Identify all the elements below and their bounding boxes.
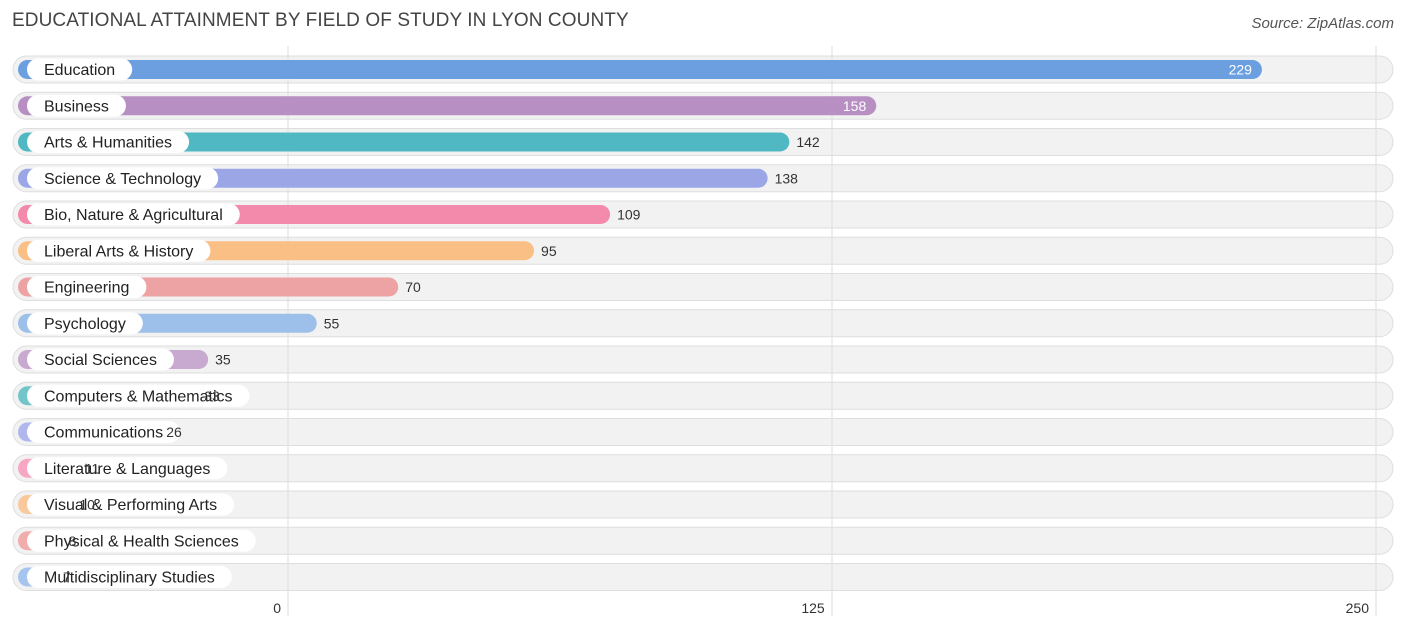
category-label-pill [27,203,240,226]
category-label: Science & Technology [44,171,201,188]
value-label: 138 [775,170,799,186]
category-label: Multidisciplinary Studies [44,570,215,587]
category-label-pill [27,167,219,190]
value-label: 7 [63,569,71,585]
category-label-pill [27,312,143,335]
row-background [12,345,1394,374]
bar-arts-humanities [18,132,790,152]
row-background [12,490,1394,519]
category-label: Liberal Arts & History [44,243,193,260]
category-label-pill [27,566,232,588]
chart-title: EDUCATIONAL ATTAINMENT BY FIELD OF STUDY… [12,10,629,31]
row-background [12,309,1394,338]
bar-education [18,60,1262,79]
category-label-pill [27,239,211,262]
category-label: Physical & Health Sciences [44,533,239,550]
value-label: 11 [85,460,100,476]
category-label-pill [27,348,174,371]
row-background [12,418,1394,446]
x-axis-ticks: 0 125 250 [273,600,1369,616]
category-label: Visual & Performing Arts [44,497,217,514]
category-label-pill [27,131,190,153]
value-label: 158 [843,98,867,114]
category-label-pill [27,421,181,443]
value-label: 55 [324,315,340,331]
value-label: 35 [215,352,231,368]
category-label: Psychology [44,316,126,333]
category-label: Computers & Mathematics [44,388,233,405]
row-background [12,454,1394,483]
value-label: 109 [617,207,641,223]
bar-business [18,96,877,116]
category-label: Arts & Humanities [44,135,172,152]
category-label-pill [27,276,147,298]
tick-label: 0 [273,600,281,616]
value-label: 142 [796,134,820,150]
value-label: 8 [68,533,76,549]
tick-label: 250 [1346,600,1370,616]
value-label: 26 [166,424,182,440]
bars: Education 229 Business 158 Arts & Humanities… [18,58,1262,588]
value-label: 70 [405,279,421,295]
row-background [12,526,1394,555]
category-label: Social Sciences [44,352,157,369]
value-label: 95 [541,243,557,259]
category-label-pill [27,384,250,407]
chart-source: Source: ZipAtlas.com [1251,15,1394,32]
category-label-pill [27,529,256,552]
category-label: Business [44,98,109,115]
category-label-pill [27,58,133,81]
category-label-pill [27,457,228,480]
value-label: 229 [1229,62,1253,78]
value-label: 10 [79,497,95,513]
category-label-pill [27,493,235,516]
value-label: 33 [204,388,220,404]
row-background [12,563,1394,591]
category-label-pill [27,94,126,117]
category-label: Bio, Nature & Agricultural [44,207,223,224]
category-label: Engineering [44,280,129,297]
category-label: Education [44,62,115,79]
row-background [12,381,1394,410]
category-label: Communications [44,425,163,442]
category-label: Literature & Languages [44,461,210,478]
tick-label: 125 [801,600,825,616]
